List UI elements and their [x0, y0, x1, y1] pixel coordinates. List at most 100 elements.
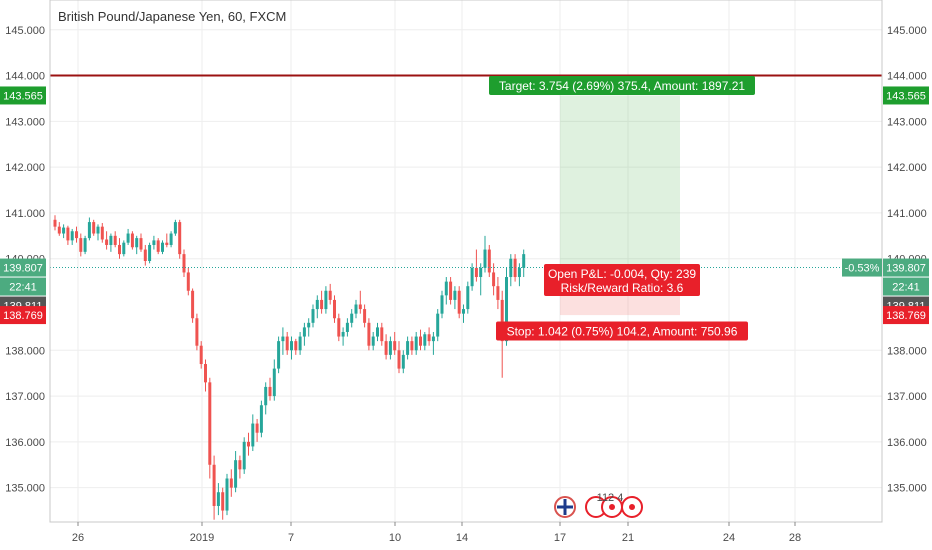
- candle-body: [139, 238, 143, 250]
- candle-body: [462, 309, 465, 314]
- y-tick-label-right: 136.000: [887, 437, 927, 449]
- y-tick-label-right: 143.000: [887, 116, 927, 128]
- candle-body: [161, 242, 164, 252]
- stop-price-tag-bg: [883, 306, 929, 325]
- countdown-tag-bg: [883, 277, 929, 296]
- countdown-tag: 22:41: [892, 282, 920, 294]
- y-tick-label-right: 145.000: [887, 25, 927, 37]
- y-tick-label-left: 144.000: [5, 71, 45, 83]
- candle-body: [118, 244, 121, 255]
- candle-body: [238, 460, 242, 470]
- target-label-bg: [489, 75, 755, 95]
- candle-body: [333, 299, 336, 319]
- candle-body: [376, 327, 379, 337]
- current-price-tag-bg: [883, 258, 929, 277]
- candle-body: [195, 318, 199, 346]
- candle-body: [199, 345, 203, 365]
- event-icons[interactable]: 112 4: [554, 492, 643, 518]
- candle-body: [444, 281, 448, 296]
- candle-body: [474, 267, 478, 278]
- candle-body: [247, 441, 250, 447]
- y-tick-label-right: 137.000: [887, 391, 927, 403]
- y-tick-label-right: 141.000: [887, 208, 927, 220]
- candle-body: [143, 249, 147, 261]
- candle-body: [397, 350, 401, 369]
- candle-body: [500, 299, 504, 342]
- candle-body: [315, 299, 319, 310]
- candle-body: [268, 386, 272, 397]
- candle-body: [414, 336, 418, 351]
- candle-body: [92, 222, 96, 234]
- candle-body: [96, 226, 100, 234]
- candle-body: [225, 478, 229, 511]
- pct-change-bg: [842, 258, 882, 277]
- candle-body: [393, 341, 397, 351]
- candle-body: [66, 227, 70, 241]
- candle-body: [410, 341, 414, 351]
- countdown-tag: 22:41: [9, 282, 37, 294]
- target-price-tag-bg: [0, 86, 46, 105]
- y-tick-label-left: 135.000: [5, 483, 45, 495]
- candle-body: [453, 290, 457, 300]
- candle-body: [182, 254, 186, 273]
- plot-area[interactable]: [53, 215, 526, 520]
- stop-price-tag: 138.769: [3, 310, 43, 322]
- candle-body: [130, 233, 134, 248]
- current-price-tag-bg: [0, 258, 46, 277]
- candle-body: [358, 304, 362, 310]
- stop-label[interactable]: Stop: 1.042 (0.75%) 104.2, Amount: 750.9…: [496, 321, 748, 341]
- candle-body: [470, 267, 474, 287]
- candle-body: [466, 286, 470, 310]
- candle-body: [517, 267, 521, 278]
- candle-body: [354, 304, 358, 314]
- x-tick-label: 14: [456, 532, 468, 544]
- candle-body: [264, 386, 268, 406]
- pnl-label-text: Open P&L: -0.004, Qty: 239: [548, 267, 696, 281]
- stop-price-tag-bg: [0, 306, 46, 325]
- candle-body: [328, 290, 332, 300]
- candle-body: [216, 492, 220, 506]
- candle-body: [251, 423, 255, 447]
- event-dot: [609, 504, 615, 510]
- candle-body: [298, 336, 302, 351]
- y-tick-label-left: 136.000: [5, 437, 45, 449]
- candle-body: [371, 336, 375, 346]
- chart-title: British Pound/Japanese Yen, 60, FXCM: [58, 9, 286, 24]
- pct-change-tag: -0.53%: [845, 263, 880, 275]
- candle-body: [496, 286, 500, 300]
- pnl-label-text: Risk/Reward Ratio: 3.6: [561, 281, 684, 295]
- candle-body: [122, 242, 126, 255]
- candle-body: [126, 233, 130, 243]
- position-overlay[interactable]: Target: 3.754 (2.69%) 375.4, Amount: 189…: [50, 74, 882, 518]
- x-tick-label: 28: [789, 532, 801, 544]
- candle-body: [302, 327, 306, 337]
- candle-body: [307, 322, 311, 328]
- pnl-label-bg: [544, 264, 700, 296]
- candle-body: [440, 295, 444, 314]
- candle-body: [384, 341, 388, 355]
- candle-body: [186, 272, 190, 291]
- candle-body: [285, 336, 289, 351]
- target-label[interactable]: Target: 3.754 (2.69%) 375.4, Amount: 189…: [489, 75, 755, 95]
- x-tick-label: 17: [554, 532, 566, 544]
- candle-body: [156, 240, 160, 252]
- candle-body: [350, 313, 354, 323]
- candle-body: [148, 244, 152, 261]
- target-price-tag-bg: [883, 86, 929, 105]
- candle-body: [431, 336, 435, 342]
- candle-body: [337, 318, 341, 337]
- profit-zone[interactable]: [560, 95, 680, 268]
- stop-label-text: Stop: 1.042 (0.75%) 104.2, Amount: 750.9…: [507, 325, 738, 339]
- candle-body: [165, 242, 169, 245]
- candle-body: [178, 222, 182, 255]
- y-tick-label-right: 142.000: [887, 162, 927, 174]
- target-price-tag: 143.565: [886, 90, 926, 102]
- x-tick-label: 26: [72, 532, 84, 544]
- candle-body: [341, 331, 345, 337]
- candle-body: [135, 238, 139, 248]
- candle-body: [509, 258, 513, 278]
- candle-body: [57, 226, 61, 234]
